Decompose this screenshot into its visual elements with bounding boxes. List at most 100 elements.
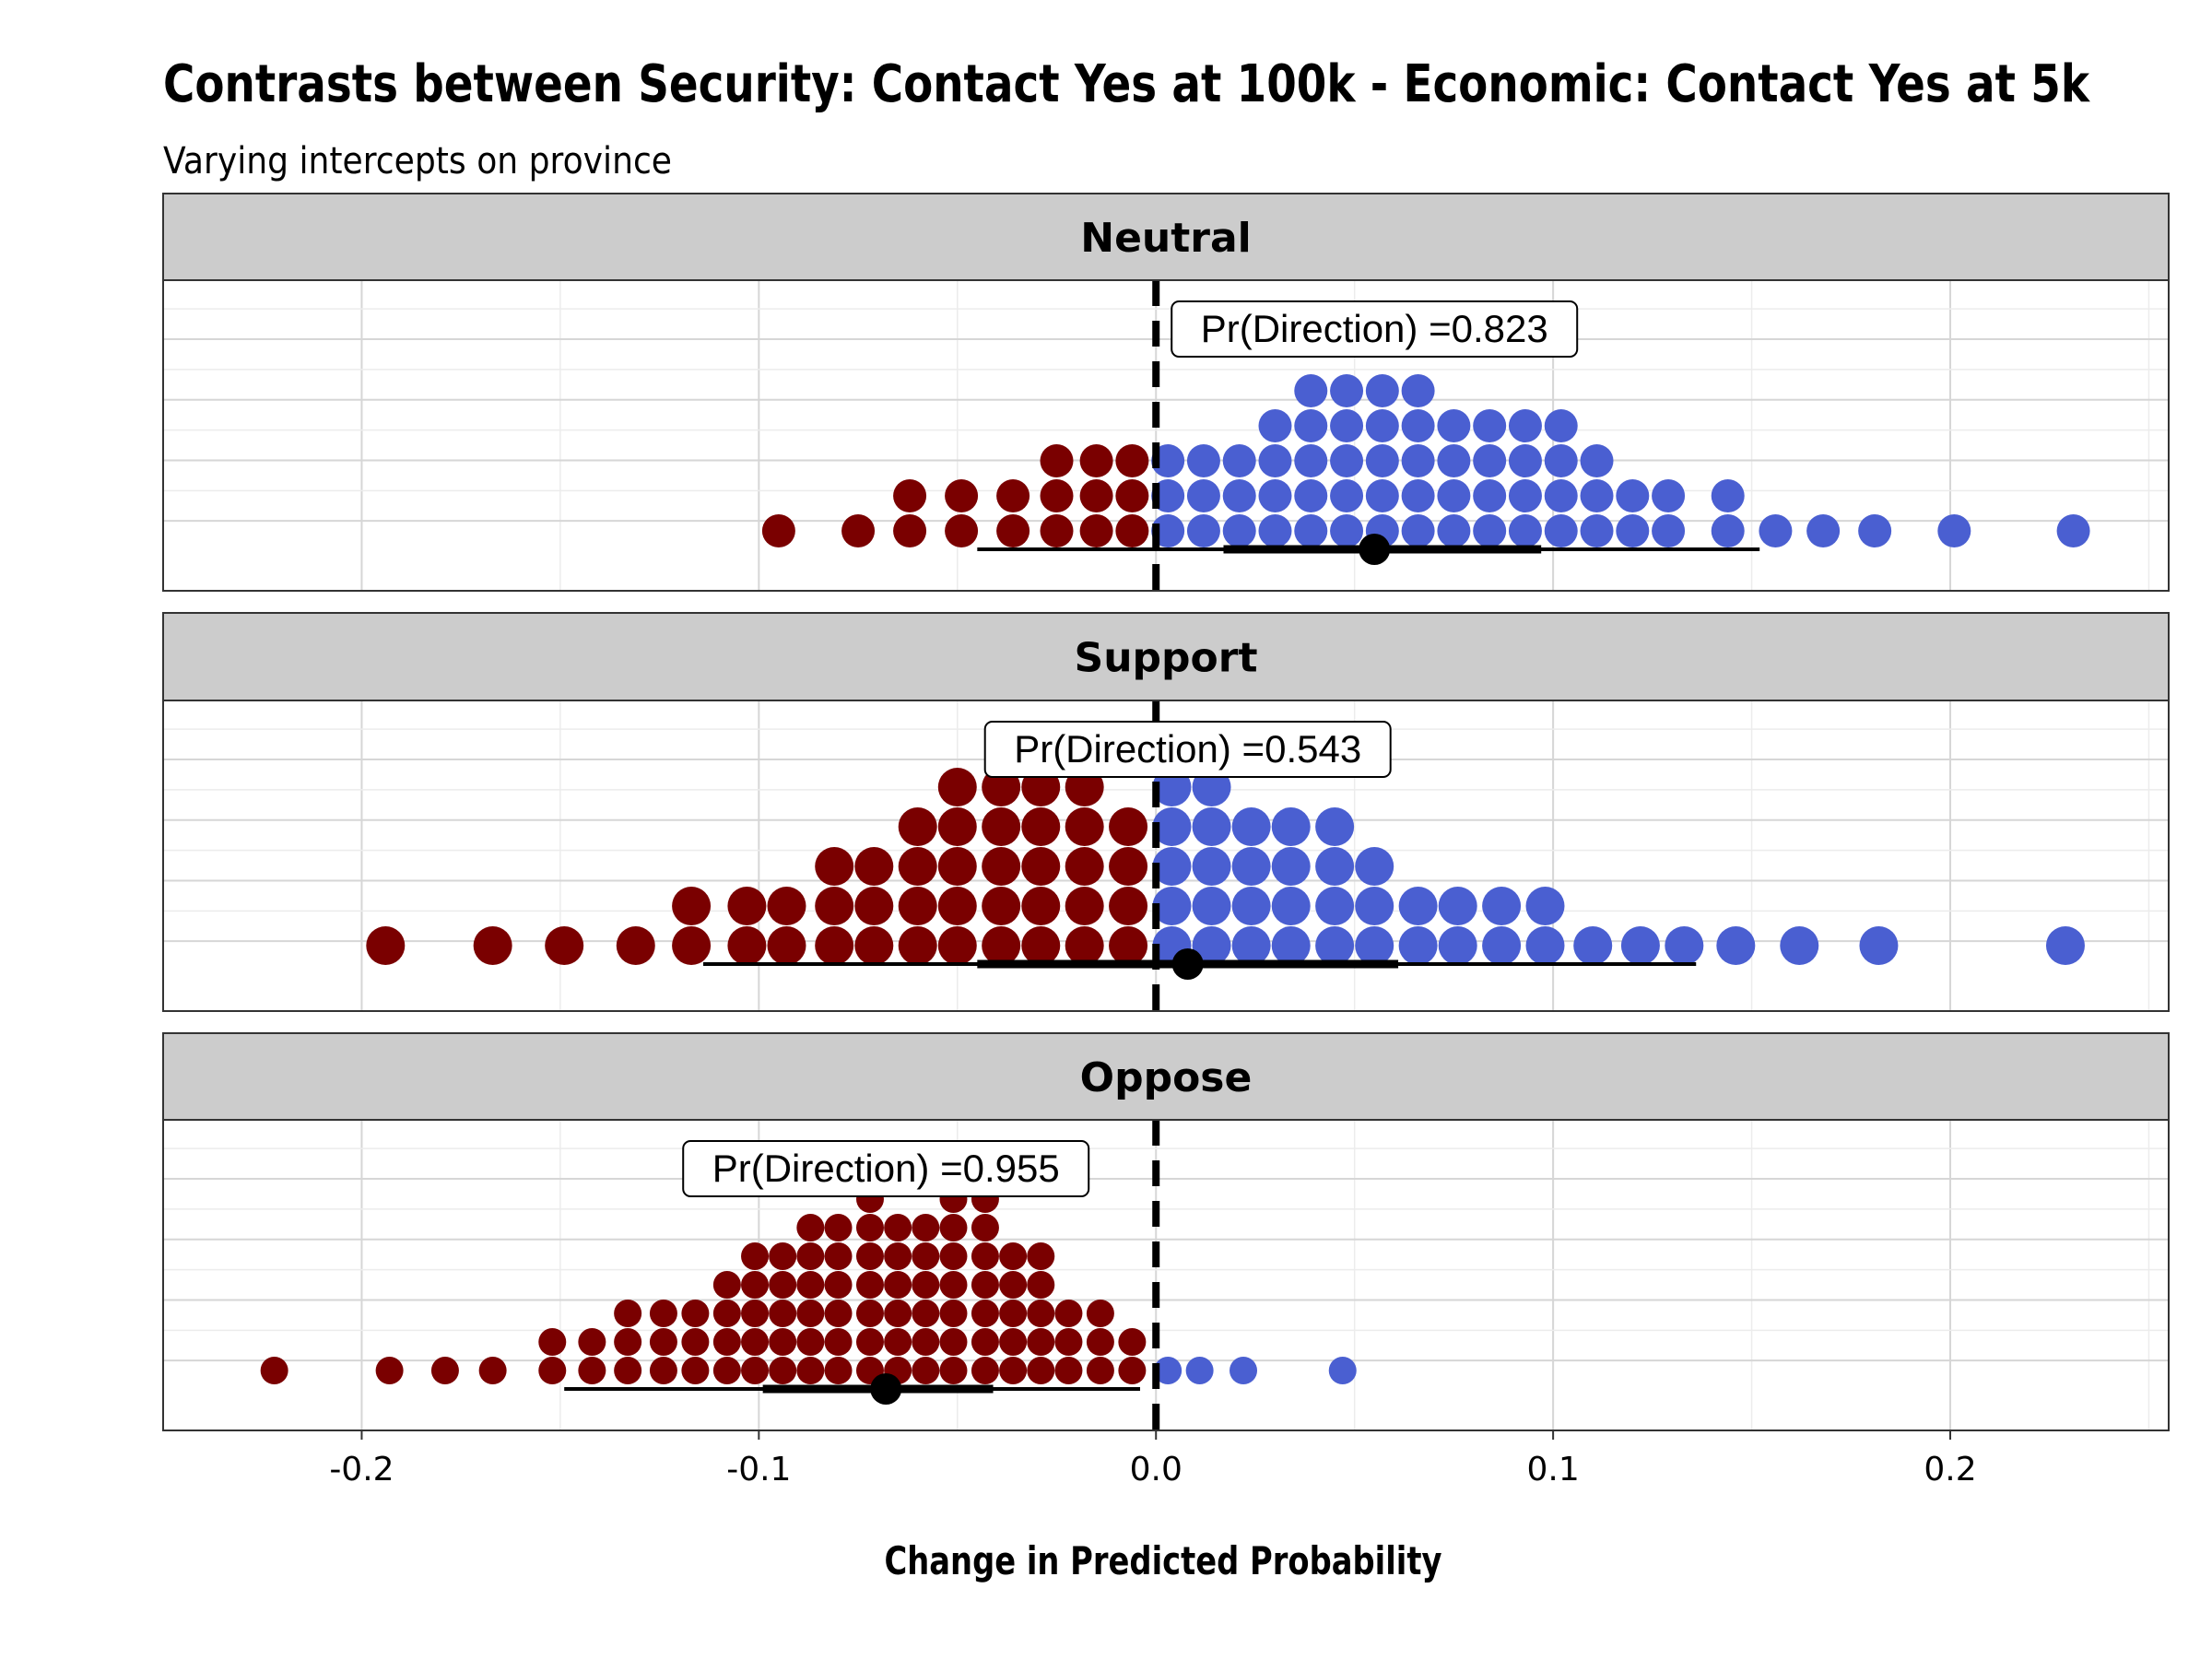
dot-negative <box>939 1271 968 1299</box>
dot-negative <box>937 847 977 886</box>
dot-negative <box>649 1357 677 1384</box>
dot-positive <box>1473 409 1507 442</box>
dot-negative <box>796 1357 825 1384</box>
dot-negative <box>971 1300 999 1327</box>
x-axis-title: Change in Predicted Probability <box>885 1538 1442 1583</box>
dot-negative <box>1065 807 1104 846</box>
dot-positive <box>1294 374 1328 407</box>
dot-negative <box>996 514 1030 547</box>
dot-positive <box>1482 926 1522 965</box>
dot-positive <box>1580 479 1614 512</box>
dot-positive <box>1271 807 1311 846</box>
dot-positive <box>1937 514 1971 547</box>
dot-positive <box>1258 514 1292 547</box>
dot-negative <box>614 1300 642 1327</box>
facet-strip-label: Oppose <box>1080 1054 1253 1101</box>
dot-negative <box>727 926 767 965</box>
dot-negative <box>578 1357 606 1384</box>
dot-positive <box>1185 1357 1214 1384</box>
dot-negative <box>937 807 977 846</box>
dot-negative <box>999 1328 1028 1356</box>
dot-positive <box>1152 847 1192 886</box>
dot-positive <box>1401 409 1435 442</box>
dot-positive <box>1271 926 1311 965</box>
facet-strip-label: Neutral <box>1080 215 1252 262</box>
panels-group: Neutral Pr(Direction) =0.823 Support Pr(Dir… <box>162 193 2170 1431</box>
dot-group <box>761 374 2090 547</box>
dot-negative <box>741 1300 770 1327</box>
dot-positive <box>1330 409 1364 442</box>
dot-negative <box>1065 887 1104 925</box>
dot-negative <box>649 1328 677 1356</box>
dot-positive <box>1580 444 1614 477</box>
dot-positive <box>2045 926 2085 965</box>
dot-negative <box>672 887 712 925</box>
dot-negative <box>855 1300 884 1327</box>
dot-negative <box>854 887 894 925</box>
dot-negative <box>478 1357 507 1384</box>
dot-positive <box>1192 847 1231 886</box>
dot-negative <box>741 1357 770 1384</box>
dot-positive <box>1665 926 1704 965</box>
dot-negative <box>1109 847 1148 886</box>
dot-negative <box>1109 807 1148 846</box>
dot-positive <box>1258 409 1292 442</box>
dot-negative <box>545 926 584 965</box>
dot-negative <box>982 926 1021 965</box>
dot-positive <box>1365 374 1399 407</box>
dot-negative <box>1115 479 1149 512</box>
dot-positive <box>1437 514 1471 547</box>
facet-strip-label: Support <box>1075 635 1258 682</box>
dot-negative <box>1040 514 1074 547</box>
dot-negative <box>884 1214 912 1241</box>
dot-negative <box>681 1328 710 1356</box>
dot-negative <box>815 847 854 886</box>
dot-positive <box>1508 479 1542 512</box>
dot-negative <box>1115 444 1149 477</box>
dot-positive <box>1544 479 1578 512</box>
dot-negative <box>971 1242 999 1270</box>
dot-positive <box>1711 514 1745 547</box>
dot-negative <box>939 1328 968 1356</box>
dot-negative <box>884 1271 912 1299</box>
dot-positive <box>1616 514 1650 547</box>
dot-positive <box>1620 926 1660 965</box>
dot-negative <box>1086 1328 1114 1356</box>
annotation-box <box>983 721 1392 778</box>
dot-positive <box>1258 444 1292 477</box>
dot-negative <box>769 1300 797 1327</box>
dot-negative <box>815 887 854 925</box>
dot-negative <box>796 1214 825 1241</box>
annotation-label: Pr(Direction) =0.823 <box>1201 307 1548 350</box>
annotation-label: Pr(Direction) =0.955 <box>712 1147 1060 1190</box>
x-tick-label: -0.1 <box>726 1451 791 1488</box>
dot-negative <box>971 1357 999 1384</box>
panel-neutral: Neutral Pr(Direction) =0.823 <box>162 193 2170 592</box>
dot-negative <box>430 1357 459 1384</box>
dot-negative <box>898 887 937 925</box>
dot-positive <box>1508 409 1542 442</box>
dot-negative <box>912 1300 940 1327</box>
dot-negative <box>815 926 854 965</box>
dot-negative <box>767 887 806 925</box>
dot-negative <box>884 1242 912 1270</box>
dot-negative <box>614 1357 642 1384</box>
dot-positive <box>1438 887 1477 925</box>
dot-negative <box>1054 1357 1083 1384</box>
dot-negative <box>473 926 512 965</box>
dot-negative <box>767 926 806 965</box>
dot-positive <box>1858 514 1892 547</box>
dot-group <box>260 1185 1357 1384</box>
dot-negative <box>1021 887 1061 925</box>
dot-positive <box>1355 847 1394 886</box>
dot-positive <box>1315 847 1355 886</box>
dot-negative <box>796 1328 825 1356</box>
dot-negative <box>1040 444 1074 477</box>
dot-negative <box>824 1357 853 1384</box>
dot-positive <box>1482 887 1522 925</box>
dot-positive <box>1437 479 1471 512</box>
dot-positive <box>1365 409 1399 442</box>
dot-positive <box>1294 444 1328 477</box>
dot-positive <box>1508 444 1542 477</box>
